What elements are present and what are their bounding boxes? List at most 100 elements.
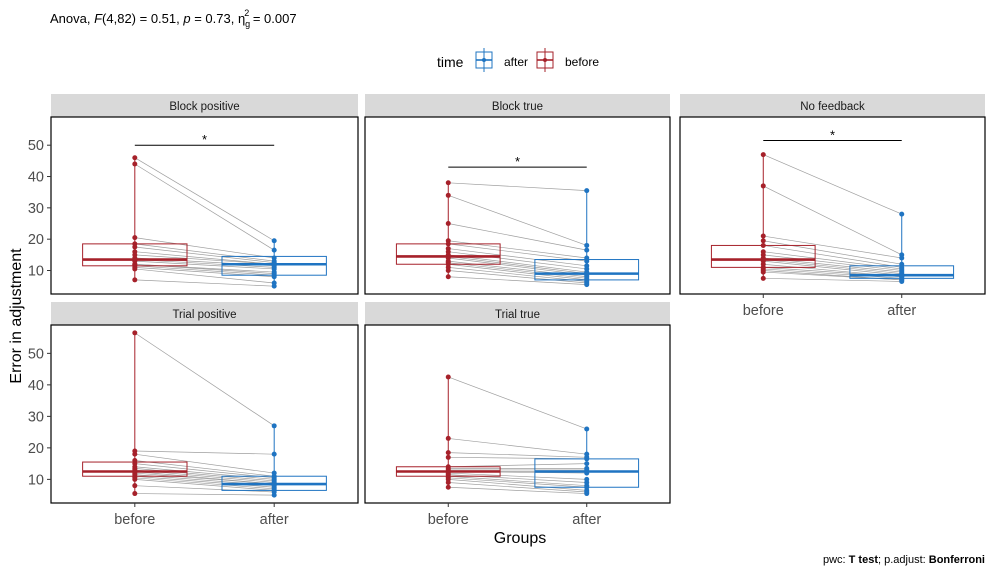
pair-line: [763, 185, 902, 256]
pair-line: [134, 477, 275, 490]
pair-line: [448, 482, 587, 493]
x-tick-label: after: [887, 303, 916, 319]
box-before: [395, 374, 501, 490]
box-before-point: [445, 374, 451, 380]
box-after: [534, 426, 640, 497]
box-before-point: [445, 274, 451, 280]
pair-line: [763, 240, 902, 265]
box-after-point: [584, 282, 590, 288]
legend-key-before: [536, 48, 554, 72]
box-before-point: [760, 183, 766, 189]
panel-plot-area: [679, 116, 986, 295]
panel-strip-label: Block positive: [169, 101, 239, 113]
box-before-point: [445, 268, 451, 274]
box-after-point: [271, 423, 277, 429]
pair-line: [448, 376, 587, 430]
panel-strip: [365, 302, 670, 325]
box-before-point: [445, 221, 451, 227]
title-p-value: = 0.73,: [191, 11, 238, 26]
y-tick-label: 10: [28, 472, 44, 488]
panel-block-true: Block true *: [364, 94, 671, 295]
y-tick-label: 40: [28, 378, 44, 394]
chart-title: Anova, F(4,82) = 0.51, p = 0.73, ηg2 = 0…: [50, 8, 297, 29]
pair-line: [763, 235, 902, 259]
box-after-point: [271, 238, 277, 244]
box-before-point: [132, 155, 138, 161]
x-tick-label: after: [572, 512, 601, 528]
legend-key-after: [475, 48, 493, 72]
legend-title: time: [437, 54, 464, 70]
x-tick-label: before: [743, 303, 784, 319]
panel-strip: [365, 94, 670, 117]
box-before-point: [445, 450, 451, 456]
pair-line: [763, 268, 902, 279]
pair-line: [134, 260, 275, 270]
pair-line: [134, 163, 275, 251]
box-after-point: [584, 188, 590, 194]
box-before-point: [132, 491, 138, 497]
box-after-point: [584, 470, 590, 476]
y-axis-label: Error in adjustment: [8, 248, 25, 384]
box-after-point: [271, 451, 277, 457]
title-eta-sup: 2: [244, 8, 249, 18]
box-after: [221, 238, 327, 289]
pair-line: [134, 493, 275, 496]
pair-line: [448, 256, 587, 274]
pair-line: [763, 260, 902, 276]
pair-line: [448, 463, 587, 468]
box-before-point: [760, 238, 766, 244]
y-tick-label: 40: [28, 170, 44, 186]
box-before-point: [760, 269, 766, 275]
pair-line: [134, 246, 275, 264]
box-after-point: [899, 211, 905, 217]
panel-strip-label: Block true: [492, 101, 543, 113]
x-tick-label: after: [260, 512, 289, 528]
pair-line: [448, 223, 587, 251]
pair-line: [134, 265, 275, 276]
box-before: [395, 180, 501, 280]
caption-method: Bonferroni: [929, 554, 985, 566]
box-after-point: [584, 461, 590, 467]
x-tick-label: before: [114, 512, 155, 528]
panel-no-feedback: No feedback before after *: [679, 94, 986, 319]
pair-line: [448, 452, 587, 458]
pair-line: [448, 257, 587, 276]
box-before-point: [132, 451, 138, 457]
legend: time after before: [437, 48, 599, 72]
legend-label-before: before: [565, 55, 599, 69]
pair-line: [134, 251, 275, 265]
box-before-point: [445, 241, 451, 247]
box-after-point: [271, 247, 277, 253]
y-tick-label: 50: [28, 346, 44, 362]
box-before-point: [132, 277, 138, 283]
box-after-point: [584, 456, 590, 462]
title-eta-value: = 0.007: [249, 11, 296, 26]
pair-line: [448, 479, 587, 491]
box-after-point: [584, 426, 590, 432]
caption-prefix: pwc:: [823, 554, 849, 566]
title-eta-sub: g: [245, 19, 250, 29]
pair-line: [134, 453, 275, 474]
box-before-point: [132, 476, 138, 482]
pair-line: [763, 245, 902, 268]
significance-label: *: [830, 127, 835, 142]
box-after-point: [271, 492, 277, 498]
panel-trial-true: Trial true before after: [364, 302, 671, 528]
pair-line: [448, 263, 587, 281]
pair-line: [134, 259, 275, 268]
pair-line: [134, 237, 275, 259]
box-after-point: [584, 258, 590, 264]
legend-key-before-dot: [543, 58, 547, 62]
box-after: [849, 211, 955, 284]
legend-key-after-dot: [482, 58, 486, 62]
panel-plot-area: [364, 324, 671, 504]
pair-line: [448, 182, 587, 191]
box-before-point: [760, 152, 766, 158]
pair-line: [134, 479, 275, 491]
pair-line: [448, 194, 587, 246]
box-before-point: [132, 266, 138, 272]
box-before-point: [445, 454, 451, 460]
pair-line: [448, 475, 587, 487]
